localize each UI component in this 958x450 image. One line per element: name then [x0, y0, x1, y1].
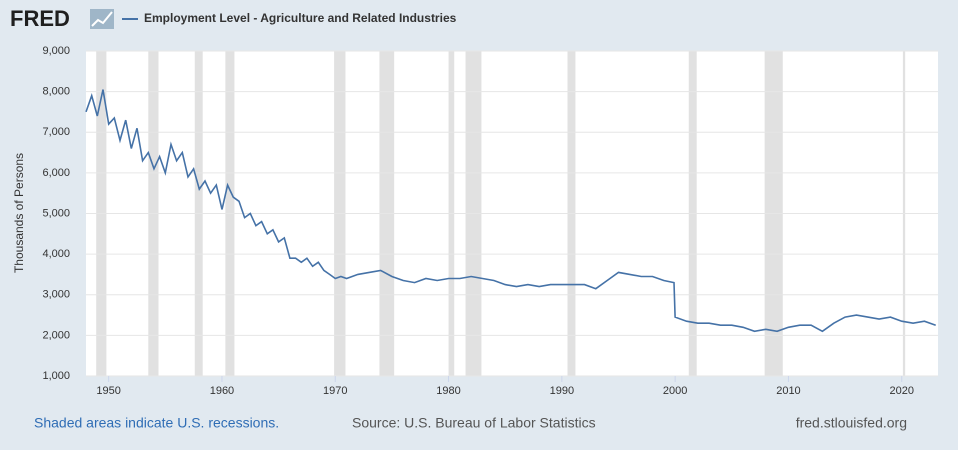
y-tick-label: 2,000 [42, 329, 70, 341]
source: Source: U.S. Bureau of Labor Statistics [352, 415, 596, 431]
y-tick-label: 4,000 [42, 248, 70, 260]
y-tick-label: 8,000 [42, 86, 70, 98]
x-tick-label: 2010 [776, 385, 800, 397]
brand-logo: FRED [10, 6, 70, 31]
x-tick-label: 1990 [550, 385, 574, 397]
logo-icon-line [91, 11, 113, 27]
y-tick-label: 3,000 [42, 289, 70, 301]
recession-note: Shaded areas indicate U.S. recessions. [34, 415, 279, 431]
x-tick-label: 2020 [890, 385, 914, 397]
x-tick-label: 1970 [323, 385, 347, 397]
logo-icon [90, 9, 114, 29]
y-tick-label: 9,000 [42, 45, 70, 57]
y-tick-label: 6,000 [42, 167, 70, 179]
x-tick-label: 1960 [210, 385, 234, 397]
y-axis-label: Thousands of Persons [12, 153, 26, 273]
y-tick-label: 5,000 [42, 207, 70, 219]
legend-label: Employment Level - Agriculture and Relat… [144, 11, 457, 25]
x-tick-label: 1980 [436, 385, 460, 397]
data-line [85, 89, 936, 333]
x-tick-label: 2000 [663, 385, 687, 397]
x-tick-label: 1950 [96, 385, 120, 397]
site-url: fred.stlouisfed.org [796, 415, 907, 431]
y-tick-label: 1,000 [42, 370, 70, 382]
y-tick-label: 7,000 [42, 126, 70, 138]
